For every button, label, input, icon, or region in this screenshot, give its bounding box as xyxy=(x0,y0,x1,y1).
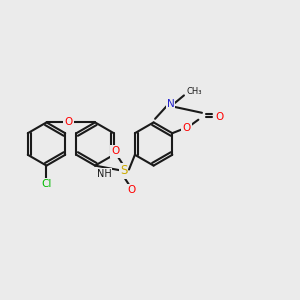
Text: Cl: Cl xyxy=(41,179,52,189)
Text: CH₃: CH₃ xyxy=(186,87,202,96)
Text: O: O xyxy=(64,117,73,128)
Text: N: N xyxy=(167,99,174,110)
Text: O: O xyxy=(111,146,119,157)
Text: NH: NH xyxy=(97,169,112,179)
Text: O: O xyxy=(128,185,136,196)
Text: O: O xyxy=(182,123,190,133)
Text: O: O xyxy=(216,112,224,122)
Text: S: S xyxy=(120,164,127,178)
